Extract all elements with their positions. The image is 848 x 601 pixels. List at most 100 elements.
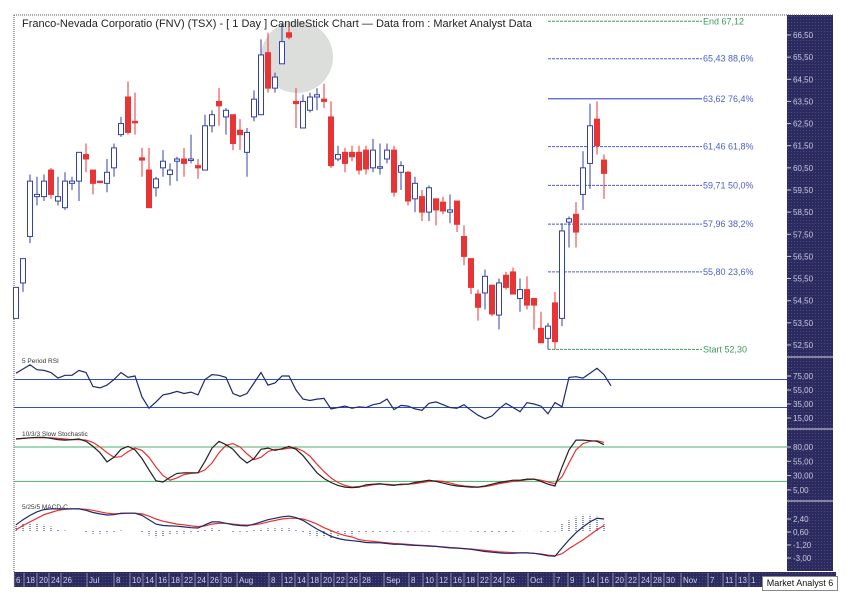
candle <box>181 158 187 164</box>
date-axis-label: 26 <box>349 576 358 585</box>
date-axis-label: 6 <box>16 576 21 585</box>
date-axis-label: 7 <box>710 576 715 585</box>
candle <box>419 196 425 213</box>
rsi-axis-label: 55,00 <box>793 386 814 395</box>
price-axis-label: 64,50 <box>793 75 814 84</box>
date-axis-label: 24 <box>493 576 502 585</box>
candle <box>356 151 362 171</box>
candle <box>559 230 565 319</box>
stochastic-panel-label: 10/3/3 Slow Stochastic <box>22 431 88 438</box>
date-axis-label: 16 <box>453 576 462 585</box>
price-axis-label: 58,50 <box>793 208 814 217</box>
candle <box>566 218 572 223</box>
candle <box>125 96 131 133</box>
candle <box>370 149 376 169</box>
chart-title: Franco-Nevada Corporatio (FNV) (TSX) - [… <box>22 18 532 30</box>
candle <box>335 154 341 160</box>
candle <box>90 169 96 184</box>
candle <box>454 200 460 225</box>
date-axis-label: 26 <box>506 576 515 585</box>
date-axis-label: 8 <box>271 576 276 585</box>
candle <box>573 213 579 233</box>
date-axis-label: 10 <box>132 576 141 585</box>
date-axis-label: 16 <box>600 576 609 585</box>
candle <box>475 293 481 308</box>
candle <box>496 282 502 316</box>
macd-axis-label: 0,60 <box>793 528 809 537</box>
candle <box>342 151 348 164</box>
fib-level-label: 59,71 50,0% <box>703 180 754 190</box>
date-axis-label: 26 <box>63 576 72 585</box>
candle <box>13 286 19 319</box>
candle <box>433 198 439 211</box>
price-axis-label: 66,50 <box>793 31 814 40</box>
candle <box>34 193 40 198</box>
date-axis-label: 18 <box>466 576 475 585</box>
date-axis-label: 22 <box>184 576 193 585</box>
highlight-circle <box>261 21 333 93</box>
candle <box>300 100 306 129</box>
price-axis-panel <box>787 15 833 571</box>
candle <box>97 180 103 184</box>
date-axis-label: 13 <box>738 576 747 585</box>
candle <box>545 325 551 339</box>
candle <box>377 166 383 169</box>
candle <box>524 289 530 306</box>
price-axis-label: 56,50 <box>793 252 814 261</box>
candle <box>41 180 47 198</box>
candle <box>265 52 271 89</box>
candle <box>146 169 152 209</box>
fib-level-label: End 67,12 <box>703 16 744 26</box>
candle <box>482 275 488 294</box>
date-axis-label: 24 <box>641 576 650 585</box>
price-axis-label: 52,50 <box>793 341 814 350</box>
candle <box>440 201 446 212</box>
date-axis-label: Oct <box>530 576 543 585</box>
date-axis-label: 24 <box>51 576 60 585</box>
candle <box>132 120 138 124</box>
date-axis-label: 8 <box>411 576 416 585</box>
candle <box>468 258 474 288</box>
candle <box>55 196 61 202</box>
candle <box>328 116 334 167</box>
candle <box>174 158 180 162</box>
candle <box>111 147 117 169</box>
date-axis-label: 22 <box>480 576 489 585</box>
date-axis-label: Sep <box>386 576 401 585</box>
price-axis-label: 61,50 <box>793 142 814 151</box>
candle <box>538 327 544 344</box>
fib-level-label: 61,46 61,8% <box>703 142 754 152</box>
date-axis-label: 30 <box>666 576 675 585</box>
date-axis-label: 18 <box>26 576 35 585</box>
candle <box>216 100 222 107</box>
fib-level-label: 65,43 88,6% <box>703 54 754 64</box>
candle <box>230 114 236 144</box>
price-axis-label: 55,50 <box>793 275 814 284</box>
fib-level-label: Start 52,30 <box>703 344 747 354</box>
date-axis-label: 8 <box>116 576 121 585</box>
date-axis-label: 14 <box>297 576 306 585</box>
price-axis-label: 62,50 <box>793 120 814 129</box>
date-axis-label: 7 <box>556 576 561 585</box>
candle <box>517 289 523 299</box>
candle <box>489 284 495 315</box>
candle <box>104 171 110 184</box>
candle <box>552 302 558 343</box>
date-axis-bar <box>14 572 836 587</box>
candle <box>391 149 397 193</box>
candle <box>20 258 26 284</box>
fib-level-label: 55,80 23,6% <box>703 267 754 277</box>
price-axis-label: 63,50 <box>793 97 814 106</box>
candle <box>363 149 369 170</box>
price-axis-label: 53,50 <box>793 319 814 328</box>
candle <box>27 180 33 237</box>
candle <box>384 149 390 160</box>
macd-panel-label: 5/25/5 MACD-C <box>22 504 68 511</box>
date-axis-label: 22 <box>336 576 345 585</box>
date-axis-label: Nov <box>683 576 697 585</box>
candle <box>286 32 292 38</box>
stochastic-axis-label: 80,00 <box>793 443 814 452</box>
macd-axis-label: 2,40 <box>793 515 809 524</box>
date-axis-label: 10 <box>425 576 434 585</box>
